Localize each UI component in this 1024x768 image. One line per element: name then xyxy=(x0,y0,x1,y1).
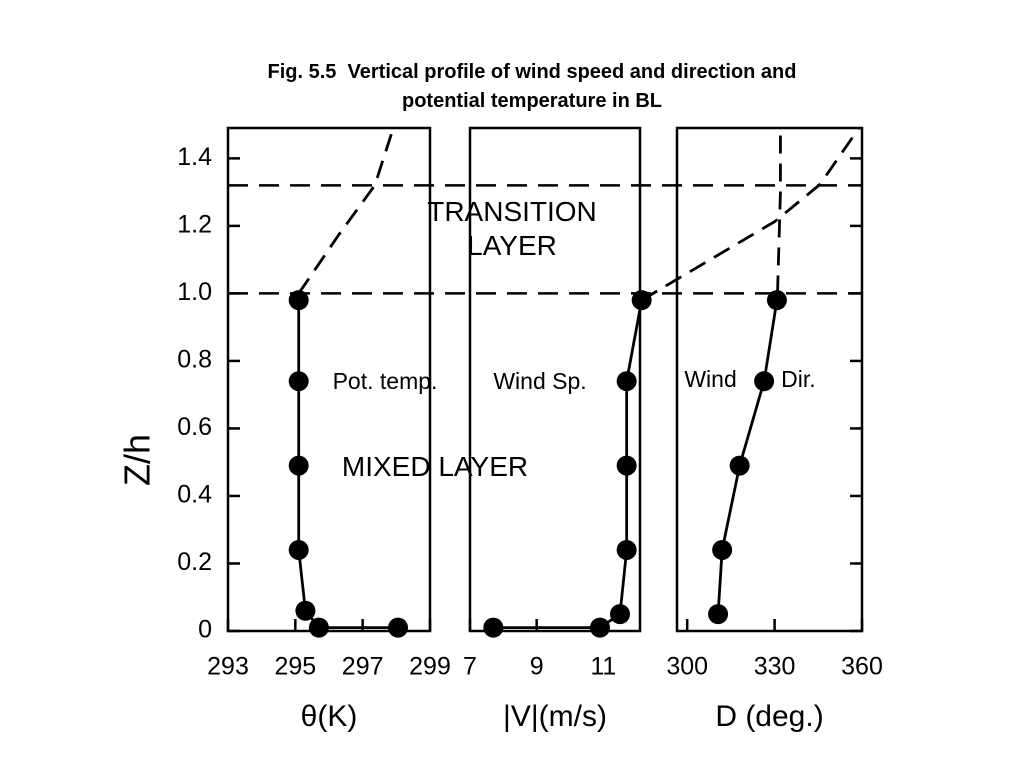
extension-line xyxy=(297,128,395,295)
y-tick-label: 1.0 xyxy=(177,278,212,306)
x-tick-label: 360 xyxy=(841,653,883,681)
x-tick-label: 330 xyxy=(754,653,796,681)
data-point xyxy=(590,617,610,638)
annotation: TRANSITION LAYER xyxy=(427,196,597,261)
x-tick-label: 293 xyxy=(207,653,249,681)
y-tick-label: 0.2 xyxy=(177,548,212,576)
x-tick-label: 299 xyxy=(409,653,451,681)
data-point xyxy=(610,604,630,625)
data-point xyxy=(708,604,729,625)
chart-title: Fig. 5.5 Vertical profile of wind speed … xyxy=(267,61,803,112)
x-tick-label: 9 xyxy=(530,653,544,681)
data-point xyxy=(388,617,409,638)
data-point xyxy=(288,371,309,392)
data-point xyxy=(483,617,504,638)
annotation: MIXED LAYER xyxy=(341,451,529,482)
y-tick-label: 1.4 xyxy=(177,143,212,171)
y-tick-label: 0.8 xyxy=(177,346,212,374)
data-point xyxy=(616,371,637,392)
extension-line xyxy=(640,128,860,302)
y-axis-label: Z/h xyxy=(117,434,158,486)
x-axis-label: D (deg.) xyxy=(715,700,823,733)
panel-frame xyxy=(675,126,864,633)
x-tick-label: 295 xyxy=(274,653,316,681)
data-point xyxy=(616,455,637,476)
data-point xyxy=(295,600,316,621)
data-point xyxy=(308,617,329,638)
data-point xyxy=(766,290,787,311)
x-tick-label: 297 xyxy=(342,653,384,681)
data-point xyxy=(616,539,637,560)
profile-line xyxy=(716,299,779,615)
data-point xyxy=(754,371,775,392)
x-tick-label: 300 xyxy=(666,653,708,681)
extension-line xyxy=(776,131,782,294)
data-point xyxy=(288,455,309,476)
y-tick-label: 0.6 xyxy=(177,413,212,441)
y-tick-label: 0 xyxy=(198,616,212,644)
profile-line xyxy=(297,300,399,630)
y-tick-label: 0.4 xyxy=(177,481,212,509)
data-point xyxy=(288,539,309,560)
series-label: Pot. temp. xyxy=(333,368,438,394)
data-point xyxy=(288,290,309,311)
x-tick-label: 11 xyxy=(590,653,616,681)
data-point xyxy=(729,455,750,476)
panel-frame xyxy=(226,126,432,633)
panel-frame xyxy=(468,126,642,633)
x-tick-label: 7 xyxy=(463,653,477,681)
series-label: Wind Dir. xyxy=(684,366,815,392)
data-point xyxy=(712,539,733,560)
series-label: Wind Sp. xyxy=(493,368,586,394)
x-axis-label: θ(K) xyxy=(301,700,358,733)
y-tick-label: 1.2 xyxy=(177,211,212,239)
x-axis-label: |V|(m/s) xyxy=(503,700,607,733)
